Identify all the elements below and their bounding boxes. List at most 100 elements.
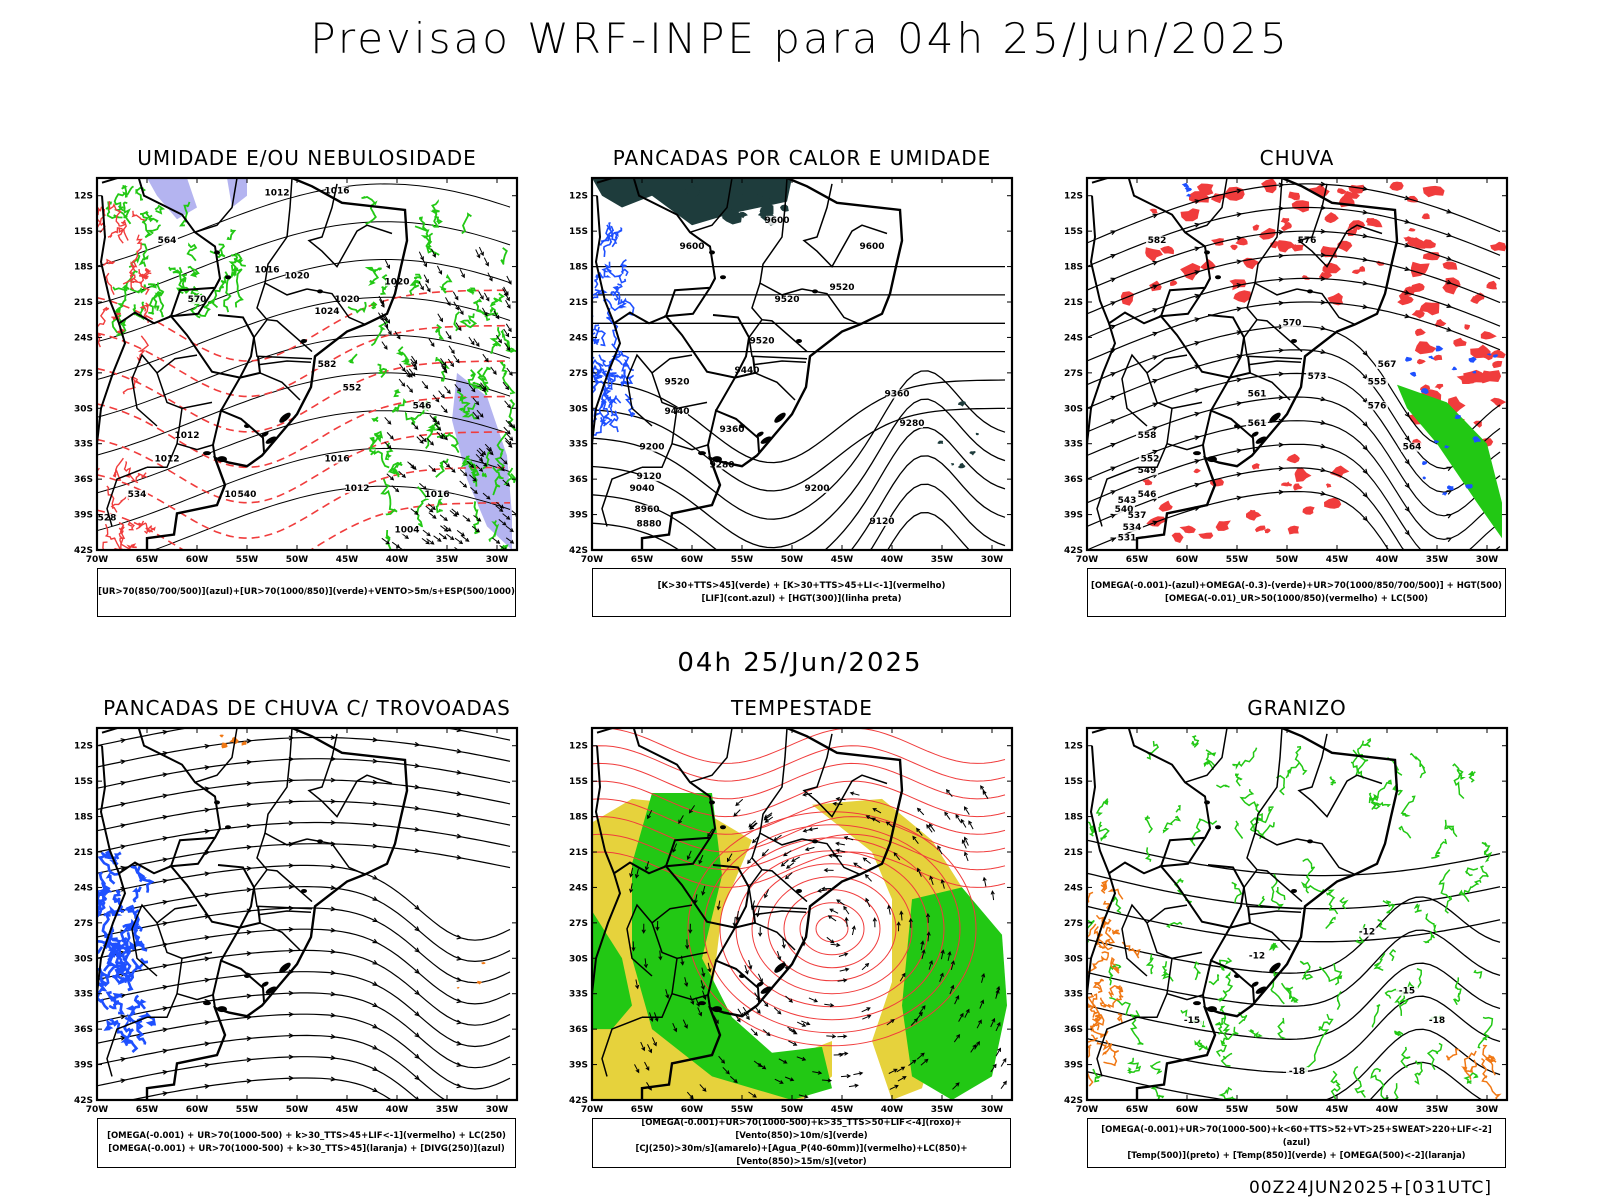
lake: [225, 825, 231, 830]
panel-legend: [OMEGA(-0.001)+UR>70(1000-500)+k<60+TTS>…: [1087, 1118, 1506, 1168]
temperature-850-contour: [1362, 737, 1372, 748]
stream-arrow: [1362, 304, 1369, 310]
label-bg: [1376, 359, 1398, 369]
stream-arrow: [456, 998, 463, 1004]
lake: [1215, 275, 1221, 280]
stream-arrow: [1278, 442, 1285, 448]
contour-label: 543: [1118, 496, 1137, 506]
temperature-850-contour: [1458, 769, 1466, 781]
wind-vector: [394, 330, 401, 340]
temperature-850-contour: [1205, 749, 1217, 767]
moisture-contour: [387, 461, 402, 478]
lon-label: 65W: [631, 1105, 654, 1115]
contour-label: 573: [1308, 372, 1327, 382]
wind-vector: [944, 811, 951, 820]
wind-vector: [981, 972, 986, 983]
wind-vector: [963, 836, 969, 846]
label-bg: [1146, 235, 1168, 245]
stream-arrow: [456, 854, 463, 860]
rain-area: [1337, 240, 1353, 252]
label-bg: [1136, 430, 1158, 440]
wind-vector: [459, 469, 468, 477]
stream-arrow: [1194, 388, 1201, 393]
wind-vector: [505, 323, 512, 333]
label-bg: [316, 359, 338, 369]
moisture-contour: [135, 520, 145, 530]
moisture-contour: [434, 215, 443, 225]
lat-label: 24S: [1064, 333, 1083, 343]
wind-vector: [808, 997, 819, 1003]
wind-vector: [844, 916, 849, 927]
lake: [203, 1001, 211, 1006]
moisture-contour: [102, 541, 108, 550]
wind-vector: [824, 1003, 835, 1008]
stream-arrow: [1446, 279, 1453, 285]
wind-vector: [410, 508, 419, 515]
lake: [301, 338, 307, 343]
moisture-contour: [347, 301, 367, 314]
state-border: [194, 178, 238, 234]
rain-area: [1263, 528, 1271, 534]
wind-vector: [440, 525, 449, 532]
stream-arrow: [162, 1048, 169, 1054]
state-border: [601, 1016, 643, 1077]
label-bg: [1121, 522, 1143, 532]
wind-vector: [954, 995, 960, 1005]
wind-vector: [783, 850, 792, 857]
lifted-index-contour: [604, 261, 627, 284]
wind-vector: [493, 310, 500, 320]
stream-arrow: [456, 955, 463, 961]
stream-arrow: [414, 1096, 420, 1100]
wind-vector: [865, 815, 875, 821]
stream-arrow: [1236, 495, 1243, 501]
wind-vector: [655, 920, 660, 932]
label-bg: [751, 336, 773, 346]
wind-vector: [452, 291, 459, 301]
wind-vector: [454, 537, 464, 545]
wind-vector: [925, 912, 931, 923]
pressure-isobar: [703, 824, 961, 1034]
temperature-850-contour: [1149, 1060, 1163, 1075]
wind-vector: [483, 292, 490, 302]
divergence-area: [117, 936, 130, 953]
stream-arrow: [372, 822, 379, 828]
moisture-contour: [385, 529, 392, 550]
stream-arrow: [1278, 229, 1285, 235]
temperature-850-contour: [1318, 966, 1343, 983]
wind-vector: [735, 798, 744, 807]
state-border: [258, 360, 312, 366]
contour-line: [97, 324, 510, 398]
state-border: [131, 903, 158, 977]
divergence-area: [108, 992, 124, 1010]
convection-area: [950, 463, 955, 466]
wind-vector: [445, 331, 452, 340]
moisture-contour: [473, 501, 481, 535]
temperature-850-contour: [1216, 784, 1230, 789]
label-bg: [426, 489, 448, 499]
stream-arrow: [1446, 232, 1453, 238]
moisture-contour: [414, 216, 428, 232]
contour-line: [592, 762, 1006, 800]
map-frame: [95, 726, 519, 1102]
lon-label: 30W: [486, 555, 509, 565]
wind-vector: [837, 978, 848, 983]
stream-arrow: [1446, 513, 1453, 519]
stream-arrow: [1404, 412, 1410, 418]
wind-vector: [483, 257, 489, 267]
stream-arrow: [288, 1054, 295, 1060]
temperature-850-contour: [1145, 954, 1154, 975]
legend-line: [LIF](cont.azul) + [HGT(300)](linha pret…: [701, 593, 902, 604]
wind-vector: [436, 431, 444, 440]
wind-vector: [839, 967, 850, 972]
stream-arrow: [1320, 325, 1327, 331]
lifted-index-contour: [603, 383, 612, 402]
label-bg: [236, 489, 258, 499]
divergence-area: [97, 981, 105, 993]
rain-area: [1251, 463, 1260, 470]
lake: [698, 451, 706, 456]
stream-arrow: [1152, 449, 1159, 455]
stream-arrow: [414, 926, 421, 932]
lat-label: 21S: [1064, 848, 1083, 858]
stream-arrow: [204, 935, 211, 941]
moisture-contour: [118, 527, 131, 550]
